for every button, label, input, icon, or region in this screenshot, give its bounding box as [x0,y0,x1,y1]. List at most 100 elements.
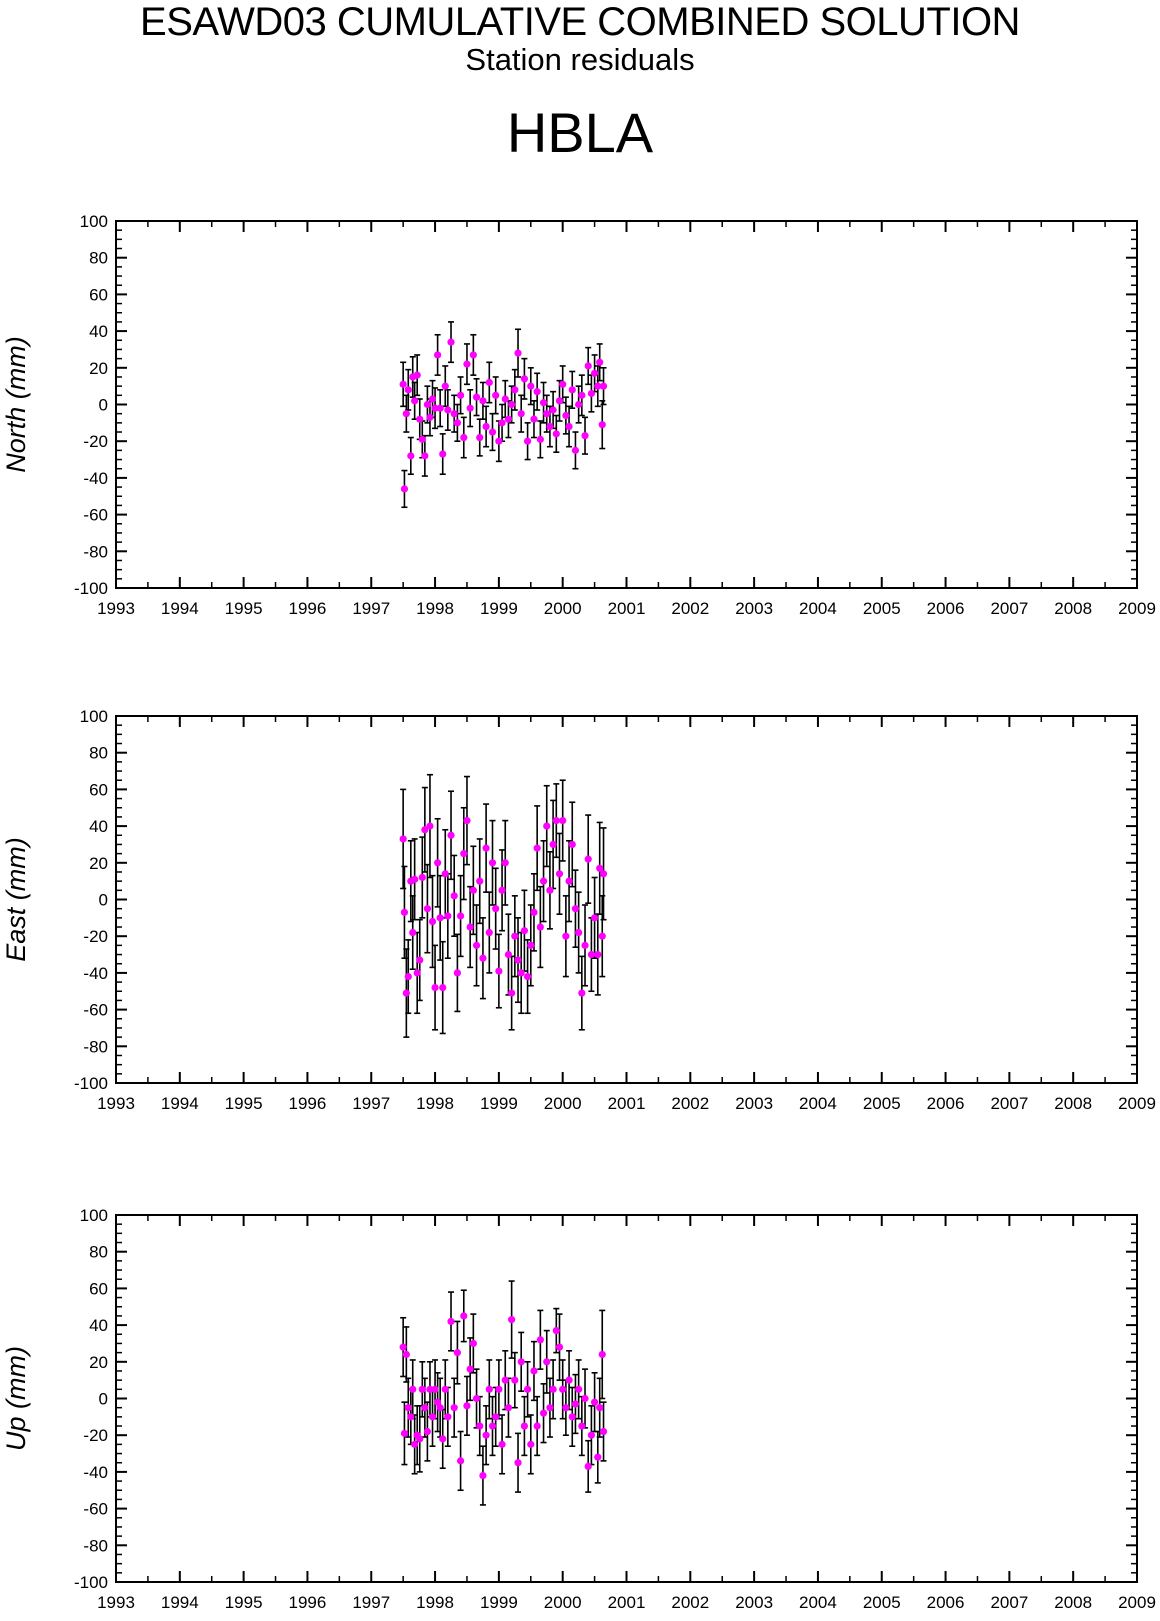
east-data-point [514,956,522,964]
up-data-point [546,1404,554,1412]
up-data-point [423,1427,432,1436]
up-y-tick-label: -60 [83,1500,108,1519]
north-x-tick-label: 2005 [863,599,901,618]
north-data-point [539,399,548,407]
up-data-point [431,1385,439,1393]
north-x-tick-label: 1993 [97,599,135,618]
north-data-point [543,410,551,418]
east-data-point [434,859,442,867]
north-data-point [498,419,506,427]
up-x-tick-label: 2000 [544,1593,582,1612]
east-y-tick-label: 60 [89,780,108,799]
north-data-point [555,397,564,405]
east-y-tick-label: -20 [83,927,108,946]
north-x-tick-label: 2008 [1054,599,1092,618]
north-y-tick-label: 20 [89,359,108,378]
north-data-point [578,391,586,399]
east-data-point [520,927,529,935]
north-data-point [581,432,589,440]
north-data-point [472,393,481,401]
east-data-point [517,969,525,977]
north-y-tick-label: -60 [83,506,108,525]
north-data-point [421,452,429,460]
up-data-point [543,1358,551,1366]
up-y-tick-label: -20 [83,1426,108,1445]
north-x-tick-label: 2001 [608,599,646,618]
north-data-point [584,362,592,370]
north-data-point [562,411,570,420]
east-data-point [559,816,567,825]
east-data-point [428,917,437,926]
north-data-point [508,400,516,409]
east-data-point [523,972,532,981]
up-y-tick-label: 40 [89,1316,108,1335]
north-data-point [565,422,573,431]
north-data-point [596,358,604,366]
up-data-point [565,1376,573,1384]
up-y-tick-label: 0 [99,1390,108,1409]
north-data-point [546,422,554,431]
east-data-point [469,886,477,894]
up-data-point [594,1453,602,1461]
up-data-point [559,1385,567,1393]
east-data-point [598,932,606,940]
east-y-tick-label: 0 [99,891,108,910]
north-data-point [456,391,465,399]
north-data-point [476,433,484,442]
north-data-point [418,435,426,443]
up-x-tick-label: 2005 [863,1593,901,1612]
east-y-tick-label: 100 [80,707,108,726]
north-data-point [428,395,437,403]
north-data-point [482,422,490,431]
north-y-axis-label: North (mm) [1,336,31,473]
up-data-point [527,1440,535,1448]
up-data-point [466,1365,474,1373]
up-x-tick-label: 2007 [990,1593,1028,1612]
east-data-point [581,941,589,949]
up-data-point [488,1422,497,1430]
east-x-tick-label: 2003 [735,1094,773,1113]
north-x-tick-label: 2006 [927,599,965,618]
north-data-point [533,388,541,396]
east-data-point [596,864,604,872]
up-data-point [456,1457,465,1465]
north-data-point [598,421,606,429]
north-data-point [402,410,410,418]
up-data-point [411,1440,419,1448]
north-data-point [453,419,461,427]
east-data-point [409,928,417,937]
north-y-tick-label: -80 [83,542,108,561]
north-data-point [441,382,449,390]
north-data-point [404,386,412,394]
north-data-point [479,397,487,405]
east-data-point [421,826,429,834]
up-data-point [407,1413,415,1421]
up-data-point [402,1350,410,1359]
up-y-tick-label: -80 [83,1536,108,1555]
up-data-point [587,1431,596,1439]
east-data-point [479,954,487,962]
east-data-point [485,928,493,937]
east-data-point [402,989,410,997]
up-data-point [409,1385,417,1393]
east-x-tick-label: 1998 [416,1094,454,1113]
north-data-point [411,397,419,405]
north-data-point [511,386,519,394]
north-data-point [568,386,576,394]
east-y-tick-label: -40 [83,964,108,983]
up-y-tick-label: 80 [89,1243,108,1262]
up-data-point [520,1422,529,1430]
east-data-point [575,928,583,937]
east-data-point [549,840,557,849]
up-x-tick-label: 2008 [1054,1593,1092,1612]
up-data-point [416,1435,424,1443]
north-data-point [520,375,529,383]
east-data-point [413,969,421,977]
east-data-point [492,905,500,913]
east-data-point [418,873,426,882]
east-data-point [453,969,461,977]
east-data-point [463,816,471,825]
east-data-point [546,886,554,894]
east-x-tick-label: 2002 [671,1094,709,1113]
up-data-point [472,1394,481,1403]
